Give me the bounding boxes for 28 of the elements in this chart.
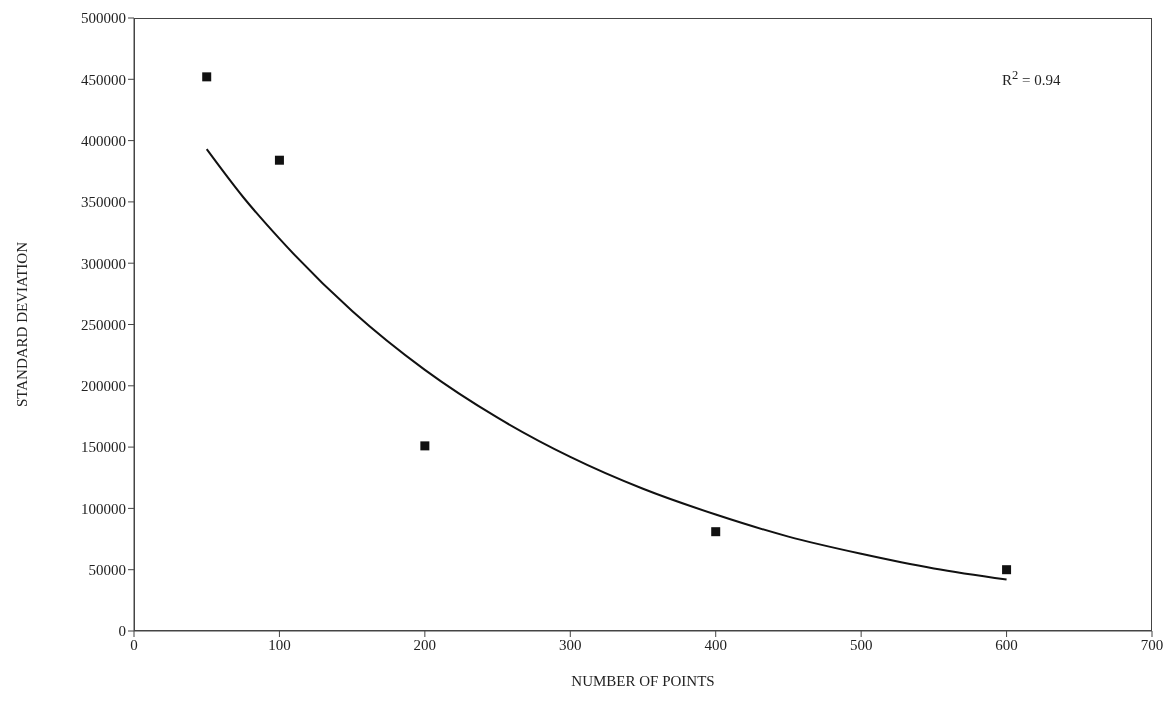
y-tick-label: 450000 (81, 71, 126, 88)
point (711, 527, 721, 537)
x-axis-title: NUMBER OF POINTS (571, 673, 715, 689)
point (274, 155, 284, 165)
x-tick-label: 100 (268, 636, 291, 653)
y-tick-label: 500000 (81, 10, 126, 27)
annotation: R$^{2}$ = 0.94 (1002, 68, 1061, 89)
point (1002, 565, 1012, 575)
x-tick-label: 0 (130, 636, 138, 653)
x-tick-label: 200 (413, 636, 437, 653)
line-series (205, 148, 1008, 581)
y-tick-label: 300000 (81, 255, 126, 272)
y-tick-label: 150000 (81, 439, 126, 456)
y-tick-label: 400000 (81, 132, 126, 149)
y-tick-label: 50000 (88, 562, 126, 579)
x-tick-label: 400 (704, 636, 727, 653)
x-tick-label: 300 (559, 636, 582, 653)
x-tick-label: 600 (995, 636, 1018, 653)
y-tick-label: 250000 (81, 316, 126, 333)
y-tick-label: 0 (118, 623, 126, 640)
point (202, 72, 212, 82)
x-tick-label: 500 (849, 636, 873, 653)
y-tick-label: 100000 (81, 500, 126, 517)
y-tick-label: 200000 (81, 378, 126, 395)
x-tick-label: 700 (1140, 636, 1164, 653)
y-tick-label: 350000 (81, 194, 126, 211)
y-axis-title: STANDARD DEVIATION (14, 241, 31, 408)
point (420, 441, 430, 451)
